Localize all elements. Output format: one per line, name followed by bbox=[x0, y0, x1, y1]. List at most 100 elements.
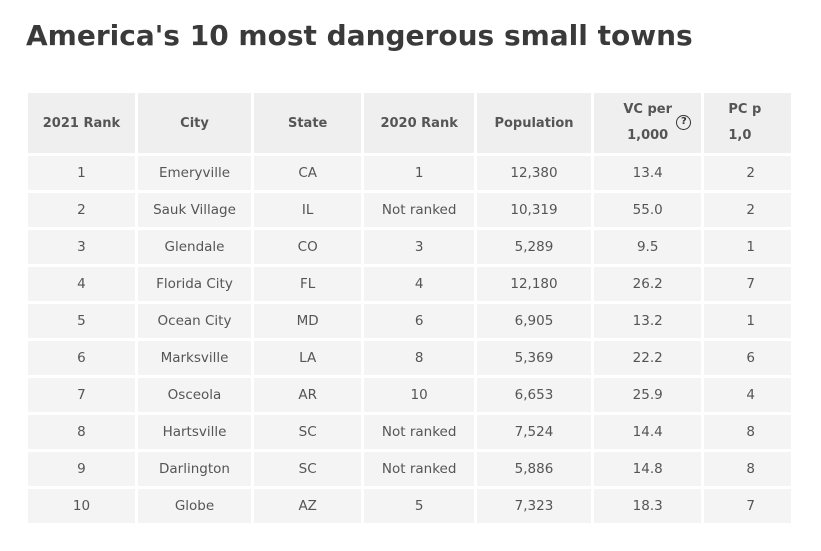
data-table: 2021 Rank City State 2020 Rank Populatio… bbox=[28, 93, 794, 525]
cell-2020-rank: Not ranked bbox=[364, 415, 475, 449]
cell-2020-rank: 5 bbox=[364, 489, 475, 523]
cell-vc-per-1000: 14.8 bbox=[594, 452, 702, 486]
cell-state: AR bbox=[254, 378, 362, 412]
cell-2020-rank: 10 bbox=[364, 378, 475, 412]
cell-2021-rank: 9 bbox=[28, 452, 135, 486]
header-city[interactable]: City bbox=[137, 93, 252, 153]
cell-vc-per-1000: 9.5 bbox=[594, 230, 702, 264]
help-icon[interactable]: ? bbox=[676, 115, 692, 130]
header-pc-line2: 1,0 bbox=[728, 128, 752, 143]
table-row: 6 Marksville LA 8 5,369 22.2 6 bbox=[28, 341, 791, 375]
cell-2021-rank: 3 bbox=[28, 230, 135, 264]
header-row: 2021 Rank City State 2020 Rank Populatio… bbox=[28, 93, 791, 153]
header-2021-rank[interactable]: 2021 Rank bbox=[28, 93, 135, 153]
cell-state: MD bbox=[254, 304, 362, 338]
header-vc-per-1000[interactable]: VC per 1,000 ? bbox=[594, 93, 702, 153]
cell-2021-rank: 5 bbox=[28, 304, 135, 338]
cell-2021-rank: 6 bbox=[28, 341, 135, 375]
table-row: 7 Osceola AR 10 6,653 25.9 4 bbox=[28, 378, 791, 412]
table-body: 1 Emeryville CA 1 12,380 13.4 2 2 Sauk V… bbox=[28, 156, 791, 523]
cell-pc-per-1000: 6 bbox=[704, 341, 791, 375]
header-pc-per-1000[interactable]: PC p 1,0 bbox=[704, 93, 791, 153]
cell-population: 10,319 bbox=[477, 193, 591, 227]
header-pc-line1: PC p bbox=[728, 102, 762, 117]
cell-population: 12,180 bbox=[477, 267, 591, 301]
table-row: 5 Ocean City MD 6 6,905 13.2 1 bbox=[28, 304, 791, 338]
cell-pc-per-1000: 1 bbox=[704, 230, 791, 264]
cell-population: 7,524 bbox=[477, 415, 591, 449]
cell-vc-per-1000: 25.9 bbox=[594, 378, 702, 412]
cell-population: 5,369 bbox=[477, 341, 591, 375]
cell-state: AZ bbox=[254, 489, 362, 523]
cell-pc-per-1000: 1 bbox=[704, 304, 791, 338]
cell-state: SC bbox=[254, 415, 362, 449]
cell-city: Globe bbox=[137, 489, 252, 523]
cell-population: 12,380 bbox=[477, 156, 591, 190]
header-vc-line2: 1,000 bbox=[627, 128, 669, 143]
cell-vc-per-1000: 14.4 bbox=[594, 415, 702, 449]
cell-state: CA bbox=[254, 156, 362, 190]
cell-2021-rank: 10 bbox=[28, 489, 135, 523]
cell-2021-rank: 8 bbox=[28, 415, 135, 449]
cell-2021-rank: 1 bbox=[28, 156, 135, 190]
cell-city: Marksville bbox=[137, 341, 252, 375]
cell-2020-rank: 1 bbox=[364, 156, 475, 190]
table-row: 8 Hartsville SC Not ranked 7,524 14.4 8 bbox=[28, 415, 791, 449]
page-title: America's 10 most dangerous small towns bbox=[26, 19, 693, 52]
cell-2020-rank: 6 bbox=[364, 304, 475, 338]
cell-2020-rank: 4 bbox=[364, 267, 475, 301]
table-row: 10 Globe AZ 5 7,323 18.3 7 bbox=[28, 489, 791, 523]
cell-city: Sauk Village bbox=[137, 193, 252, 227]
cell-state: CO bbox=[254, 230, 362, 264]
cell-vc-per-1000: 22.2 bbox=[594, 341, 702, 375]
cell-2021-rank: 2 bbox=[28, 193, 135, 227]
cell-pc-per-1000: 4 bbox=[704, 378, 791, 412]
cell-state: FL bbox=[254, 267, 362, 301]
cell-pc-per-1000: 8 bbox=[704, 415, 791, 449]
cell-pc-per-1000: 2 bbox=[704, 193, 791, 227]
cell-population: 7,323 bbox=[477, 489, 591, 523]
data-table-container[interactable]: 2021 Rank City State 2020 Rank Populatio… bbox=[28, 93, 794, 525]
table-header: 2021 Rank City State 2020 Rank Populatio… bbox=[28, 93, 791, 153]
cell-2020-rank: 3 bbox=[364, 230, 475, 264]
cell-pc-per-1000: 2 bbox=[704, 156, 791, 190]
cell-city: Emeryville bbox=[137, 156, 252, 190]
cell-state: LA bbox=[254, 341, 362, 375]
cell-2020-rank: 8 bbox=[364, 341, 475, 375]
header-vc-label: VC per 1,000 bbox=[623, 97, 672, 149]
cell-city: Darlington bbox=[137, 452, 252, 486]
header-population[interactable]: Population bbox=[477, 93, 591, 153]
cell-pc-per-1000: 7 bbox=[704, 267, 791, 301]
cell-vc-per-1000: 13.2 bbox=[594, 304, 702, 338]
cell-state: IL bbox=[254, 193, 362, 227]
cell-vc-per-1000: 13.4 bbox=[594, 156, 702, 190]
cell-city: Osceola bbox=[137, 378, 252, 412]
cell-city: Florida City bbox=[137, 267, 252, 301]
cell-city: Glendale bbox=[137, 230, 252, 264]
table-row: 9 Darlington SC Not ranked 5,886 14.8 8 bbox=[28, 452, 791, 486]
cell-population: 6,905 bbox=[477, 304, 591, 338]
table-row: 1 Emeryville CA 1 12,380 13.4 2 bbox=[28, 156, 791, 190]
cell-2020-rank: Not ranked bbox=[364, 193, 475, 227]
table-row: 4 Florida City FL 4 12,180 26.2 7 bbox=[28, 267, 791, 301]
cell-vc-per-1000: 18.3 bbox=[594, 489, 702, 523]
cell-vc-per-1000: 55.0 bbox=[594, 193, 702, 227]
cell-2020-rank: Not ranked bbox=[364, 452, 475, 486]
header-state[interactable]: State bbox=[254, 93, 362, 153]
cell-population: 5,289 bbox=[477, 230, 591, 264]
cell-2021-rank: 4 bbox=[28, 267, 135, 301]
cell-2021-rank: 7 bbox=[28, 378, 135, 412]
header-2020-rank[interactable]: 2020 Rank bbox=[364, 93, 475, 153]
table-row: 2 Sauk Village IL Not ranked 10,319 55.0… bbox=[28, 193, 791, 227]
cell-city: Ocean City bbox=[137, 304, 252, 338]
cell-pc-per-1000: 7 bbox=[704, 489, 791, 523]
table-row: 3 Glendale CO 3 5,289 9.5 1 bbox=[28, 230, 791, 264]
cell-population: 5,886 bbox=[477, 452, 591, 486]
cell-population: 6,653 bbox=[477, 378, 591, 412]
cell-pc-per-1000: 8 bbox=[704, 452, 791, 486]
header-pc-label: PC p 1,0 bbox=[728, 97, 761, 149]
cell-city: Hartsville bbox=[137, 415, 252, 449]
cell-state: SC bbox=[254, 452, 362, 486]
cell-vc-per-1000: 26.2 bbox=[594, 267, 702, 301]
header-vc-line1: VC per bbox=[623, 102, 673, 117]
